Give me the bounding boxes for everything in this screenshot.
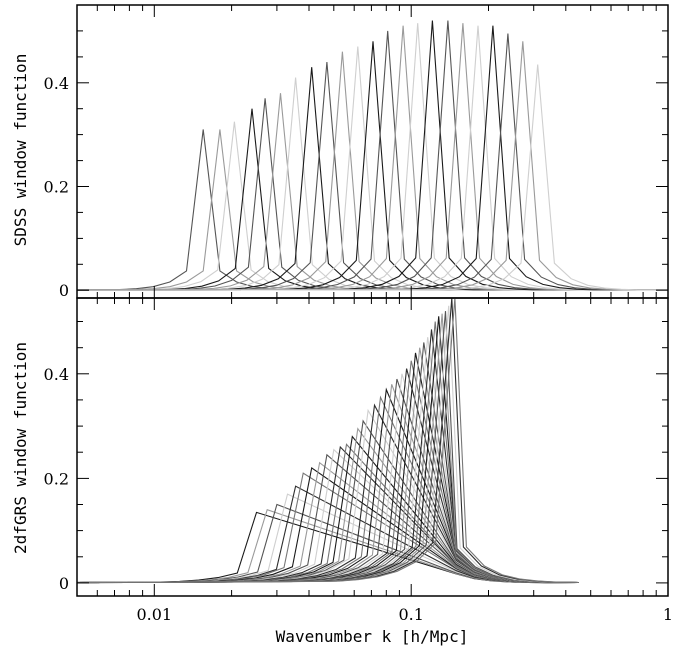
- window-curve-2dfgrs-33: [77, 311, 579, 584]
- top-panel-ylabel: SDSS window function: [11, 54, 30, 247]
- window-curve-2dfgrs-32: [77, 313, 579, 584]
- y-tick-label: 0: [59, 281, 69, 300]
- window-curve-sdss-5: [77, 98, 668, 291]
- window-curve-2dfgrs-21: [77, 378, 579, 584]
- y-tick-label: 0: [59, 574, 69, 593]
- window-curve-2dfgrs-30: [77, 321, 579, 584]
- window-curve-2dfgrs-29: [77, 329, 579, 584]
- window-curve-sdss-13: [77, 30, 668, 291]
- window-curve-2dfgrs-14: [77, 427, 579, 584]
- window-curve-sdss-23: [77, 64, 668, 291]
- top-panel-sdss: 0 0.2 0.4 SDSS window function: [11, 4, 669, 300]
- window-curve-sdss-19: [77, 25, 668, 291]
- window-curve-2dfgrs-15: [77, 419, 579, 584]
- window-curve-2dfgrs-34: [77, 305, 579, 584]
- window-curve-sdss-20: [77, 25, 668, 291]
- window-curve-sdss-21: [77, 33, 668, 291]
- top-panel-axes: 0 0.2 0.4: [44, 4, 669, 300]
- window-curve-2dfgrs-27: [77, 342, 579, 584]
- x-tick-label: 0.1: [398, 605, 423, 624]
- y-tick-label: 0.4: [44, 365, 69, 384]
- window-curve-2dfgrs-26: [77, 347, 579, 584]
- window-curve-sdss-4: [77, 108, 668, 291]
- top-panel-curves: [77, 20, 668, 291]
- window-curve-2dfgrs-24: [77, 360, 579, 584]
- bottom-panel-axes: 0.01 0.1 1 0 0.2 0.4: [44, 297, 673, 624]
- window-curve-sdss-6: [77, 93, 668, 291]
- window-curve-2dfgrs-2: [77, 508, 579, 584]
- window-curve-2dfgrs-5: [77, 485, 579, 584]
- window-curve-sdss-17: [77, 20, 668, 291]
- window-curve-sdss-14: [77, 25, 668, 291]
- window-curve-2dfgrs-22: [77, 373, 579, 584]
- window-curve-2dfgrs-25: [77, 352, 579, 584]
- y-tick-label: 0.2: [44, 178, 69, 197]
- y-tick-label: 0.4: [44, 74, 69, 93]
- y-tick-label: 0.2: [44, 469, 69, 488]
- window-curve-2dfgrs-31: [77, 316, 579, 584]
- x-axis-label: Wavenumber k [h/Mpc]: [276, 627, 469, 646]
- window-curve-2dfgrs-16: [77, 408, 579, 584]
- window-curve-sdss-15: [77, 23, 668, 291]
- window-curve-2dfgrs-20: [77, 384, 579, 584]
- window-curve-2dfgrs-18: [77, 395, 579, 584]
- bottom-panel-2dfgrs: 0.01 0.1 1 0 0.2 0.4 2dfGRS window function: [11, 297, 673, 624]
- window-curve-sdss-22: [77, 41, 668, 291]
- window-curve-sdss-16: [77, 20, 668, 291]
- bottom-panel-curves: [77, 298, 579, 584]
- window-curve-sdss-12: [77, 41, 668, 291]
- x-tick-label: 0.01: [136, 605, 172, 624]
- plot-frame: [76, 297, 669, 597]
- window-curve-2dfgrs-36: [77, 298, 579, 584]
- window-curve-2dfgrs-3: [77, 503, 579, 584]
- window-curve-sdss-18: [77, 23, 668, 291]
- bottom-panel-ylabel: 2dfGRS window function: [11, 342, 30, 554]
- window-curve-sdss-11: [77, 46, 668, 291]
- x-tick-label: 1: [663, 605, 673, 624]
- window-curve-2dfgrs-28: [77, 337, 579, 584]
- window-curve-2dfgrs-9: [77, 453, 579, 584]
- window-curve-2dfgrs-35: [77, 298, 579, 584]
- window-curve-2dfgrs-17: [77, 403, 579, 584]
